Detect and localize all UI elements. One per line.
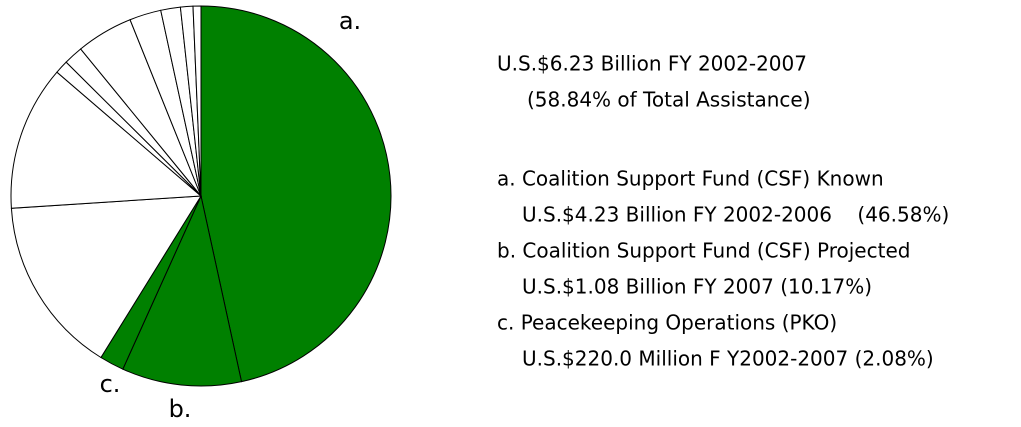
pie-slice	[10, 71, 203, 209]
pie-label: a.	[339, 7, 361, 35]
pie-slice	[122, 194, 243, 387]
pie-slice	[192, 5, 202, 197]
pie-label: b.	[169, 395, 192, 423]
annotation: b. Coalition Support Fund (CSF) Projecte…	[497, 239, 910, 263]
annotation: (58.84% of Total Assistance)	[527, 88, 811, 112]
annotation: U.S.$1.08 Billion FY 2007 (10.17%)	[522, 275, 872, 299]
annotation: U.S.$220.0 Million F Y2002-2007 (2.08%)	[522, 347, 934, 371]
annotation: c. Peacekeeping Operations (PKO)	[497, 311, 837, 335]
pie-slice	[10, 195, 202, 359]
annotation: U.S.$4.23 Billion FY 2002-2006 (46.58%)	[522, 203, 949, 227]
annotation: a. Coalition Support Fund (CSF) Known	[497, 167, 884, 191]
pie-slice	[200, 5, 392, 383]
pie-label: c.	[100, 370, 121, 398]
pie	[10, 5, 392, 387]
annotation: U.S.$6.23 Billion FY 2002-2007	[497, 52, 807, 76]
